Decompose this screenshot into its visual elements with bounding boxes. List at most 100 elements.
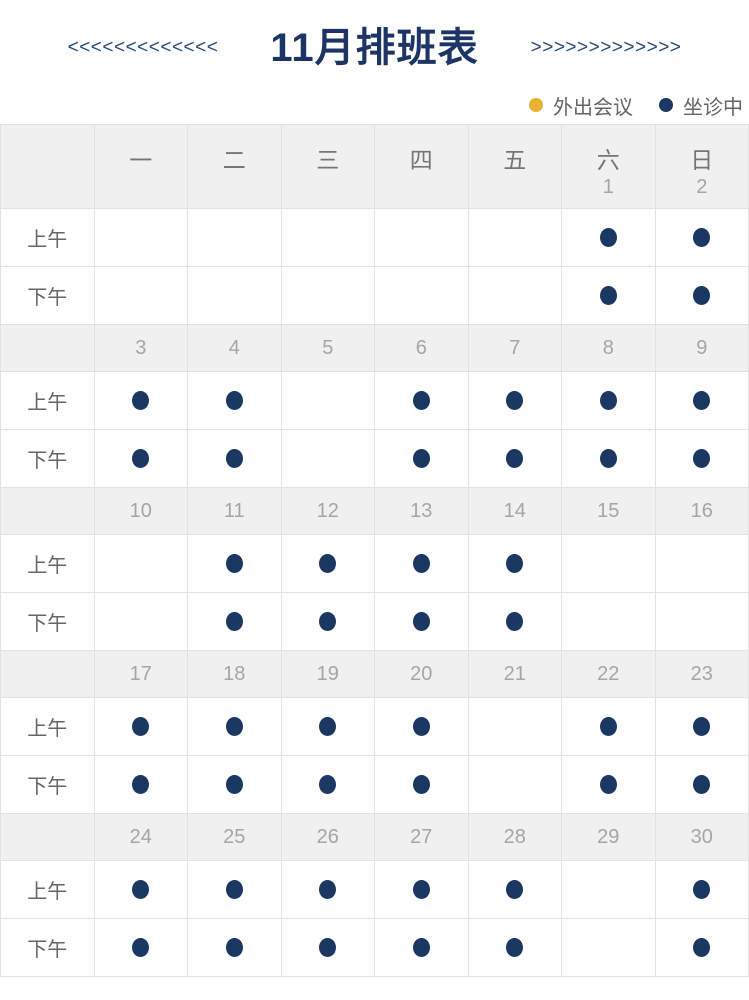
schedule-cell <box>654 860 749 919</box>
on-duty-dot-icon <box>319 554 337 573</box>
schedule-cell <box>654 918 749 977</box>
schedule-cell <box>467 697 562 756</box>
on-duty-dot-icon <box>599 717 617 736</box>
morning-label: 上午 <box>0 860 95 919</box>
on-duty-dot-icon <box>659 98 673 112</box>
on-duty-dot-icon <box>693 286 711 305</box>
morning-row-week4: 上午 <box>0 697 749 756</box>
on-duty-dot-icon <box>319 612 337 631</box>
schedule-cell <box>561 371 656 430</box>
on-duty-dot-icon <box>319 775 337 794</box>
on-duty-dot-icon <box>693 880 711 899</box>
schedule-cell <box>561 918 656 977</box>
legend-item-on-duty: 坐诊中 <box>659 91 743 120</box>
date-row-week3: 10 11 12 13 14 15 16 <box>0 487 749 535</box>
morning-row-week1: 上午 <box>0 208 749 267</box>
page-header: <<<<<<<<<<<<< 11月排班表 >>>>>>>>>>>>> <box>0 0 749 72</box>
morning-row-week3: 上午 <box>0 534 749 593</box>
afternoon-row-week1: 下午 <box>0 266 749 325</box>
on-duty-dot-icon <box>599 775 617 794</box>
schedule-cell <box>467 266 562 325</box>
date-row-week5: 24 25 26 27 28 29 30 <box>0 813 749 861</box>
date-cell: 11 <box>187 487 282 535</box>
on-duty-dot-icon <box>132 391 150 410</box>
schedule-cell <box>280 697 375 756</box>
weekday-label: 三 <box>316 146 340 173</box>
morning-label: 上午 <box>0 534 95 593</box>
schedule-table-body: 上午 下午 3 4 5 6 7 8 9 上午 下午 10 11 12 13 14 15 16 上午 下午 17 18 19 2… <box>0 208 749 977</box>
afternoon-row-week5: 下午 <box>0 918 749 977</box>
date-cell: 4 <box>187 324 282 372</box>
schedule-cell <box>561 429 656 488</box>
weekday-label: 六 <box>596 146 620 173</box>
date-cell: 6 <box>374 324 469 372</box>
schedule-cell <box>561 208 656 267</box>
on-duty-dot-icon <box>132 880 150 899</box>
schedule-cell <box>187 266 282 325</box>
schedule-cell <box>561 592 656 651</box>
on-duty-dot-icon <box>412 938 430 957</box>
afternoon-label: 下午 <box>0 755 95 814</box>
on-duty-dot-icon <box>693 775 711 794</box>
date-cell: 16 <box>654 487 749 535</box>
date-cell: 10 <box>93 487 188 535</box>
schedule-cell <box>467 860 562 919</box>
schedule-cell <box>654 429 749 488</box>
schedule-cell <box>93 592 188 651</box>
on-duty-dot-icon <box>225 775 243 794</box>
on-duty-dot-icon <box>599 391 617 410</box>
schedule-cell <box>93 918 188 977</box>
date-cell: 18 <box>187 650 282 698</box>
afternoon-label: 下午 <box>0 429 95 488</box>
afternoon-row-week2: 下午 <box>0 429 749 488</box>
schedule-cell <box>561 755 656 814</box>
date-row-spacer <box>0 650 95 698</box>
schedule-cell <box>374 371 469 430</box>
weekday-header-col5: 五 <box>467 124 562 209</box>
date-cell: 22 <box>561 650 656 698</box>
morning-row-week5: 上午 <box>0 860 749 919</box>
date-row-spacer <box>0 813 95 861</box>
on-duty-dot-icon <box>693 449 711 468</box>
schedule-cell <box>187 534 282 593</box>
weekday-label: 二 <box>222 146 246 173</box>
header-date: 1 <box>602 175 614 198</box>
schedule-cell <box>280 266 375 325</box>
on-duty-dot-icon <box>412 391 430 410</box>
on-duty-dot-icon <box>693 391 711 410</box>
schedule-cell <box>187 860 282 919</box>
on-duty-dot-icon <box>132 717 150 736</box>
on-duty-dot-icon <box>506 554 524 573</box>
schedule-cell <box>654 371 749 430</box>
meeting-out-dot-icon <box>529 98 543 112</box>
schedule-cell <box>654 266 749 325</box>
schedule-cell <box>467 208 562 267</box>
date-cell: 8 <box>561 324 656 372</box>
schedule-cell <box>467 429 562 488</box>
on-duty-dot-icon <box>225 880 243 899</box>
schedule-cell <box>280 429 375 488</box>
on-duty-dot-icon <box>225 717 243 736</box>
on-duty-dot-icon <box>506 880 524 899</box>
date-cell: 25 <box>187 813 282 861</box>
schedule-cell <box>654 755 749 814</box>
date-cell: 14 <box>467 487 562 535</box>
date-cell: 17 <box>93 650 188 698</box>
header-date <box>282 175 375 201</box>
date-cell: 23 <box>654 650 749 698</box>
date-row-spacer <box>0 487 95 535</box>
afternoon-row-week4: 下午 <box>0 755 749 814</box>
schedule-cell <box>374 429 469 488</box>
on-duty-dot-icon <box>412 717 430 736</box>
header-date <box>95 175 188 201</box>
on-duty-dot-icon <box>599 228 617 247</box>
schedule-cell <box>467 918 562 977</box>
schedule-cell <box>374 534 469 593</box>
on-duty-dot-icon <box>319 880 337 899</box>
weekday-label: 五 <box>503 146 527 173</box>
schedule-cell <box>280 755 375 814</box>
